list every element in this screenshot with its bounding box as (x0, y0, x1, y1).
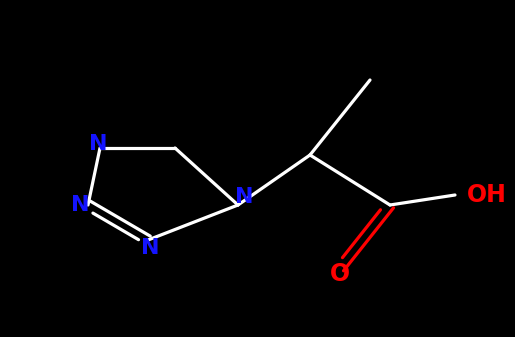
Text: N: N (235, 187, 253, 207)
Text: N: N (71, 195, 89, 215)
Text: N: N (141, 238, 159, 258)
Text: O: O (330, 262, 350, 286)
Text: OH: OH (467, 183, 507, 207)
Text: N: N (89, 134, 107, 154)
